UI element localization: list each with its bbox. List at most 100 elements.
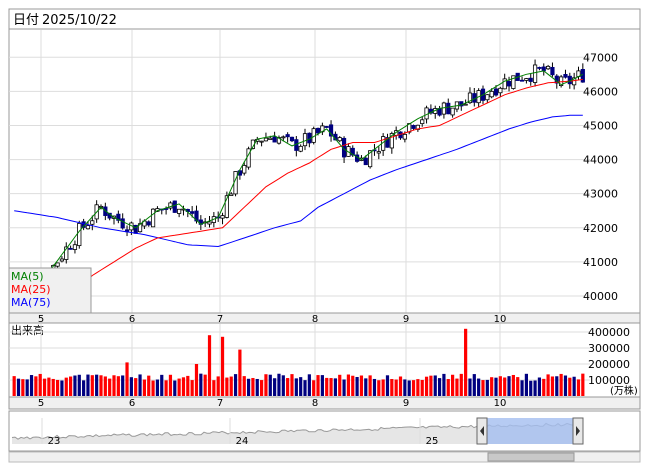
volume-bar — [424, 376, 429, 396]
volume-bar — [568, 377, 572, 396]
candle-down — [146, 221, 151, 226]
price-month-label: 10 — [494, 314, 507, 325]
volume-bar — [186, 375, 190, 396]
moving-average-lines — [13, 70, 584, 300]
candle-up — [72, 244, 78, 250]
volume-title: 出来高 — [11, 323, 44, 337]
navigator-scrollbar-track[interactable] — [8, 451, 641, 463]
volume-bar — [116, 376, 120, 396]
volume-bar — [203, 374, 207, 396]
candle-up — [337, 137, 342, 142]
candle-up — [229, 193, 234, 196]
candle-up — [498, 87, 503, 94]
volume-bar — [12, 376, 16, 396]
candle-down — [116, 213, 121, 221]
chevron-left-icon — [480, 426, 484, 436]
volume-bar — [16, 378, 21, 396]
volume-bar — [142, 379, 146, 396]
candle-up — [424, 107, 429, 120]
navigator-scrollbar-thumb[interactable] — [487, 452, 575, 462]
volume-bar — [320, 375, 324, 396]
volume-bar — [38, 373, 42, 396]
volume-bar — [550, 376, 555, 396]
candle-down — [411, 125, 416, 129]
candle-up — [177, 208, 182, 214]
volume-bar — [520, 380, 524, 396]
volume-bar — [160, 374, 164, 396]
volume-bar — [368, 375, 372, 396]
volume-bar — [82, 380, 86, 396]
candle-down — [68, 247, 73, 250]
navigator-year-label: 24 — [236, 436, 249, 447]
candle-down — [328, 124, 334, 137]
volume-bar — [307, 374, 311, 396]
volume-bar — [21, 379, 25, 396]
candle-down — [446, 102, 451, 115]
candle-down — [541, 66, 546, 72]
ma-legend-box — [8, 267, 92, 314]
candle-down — [190, 211, 195, 214]
candle-up — [441, 102, 447, 115]
chevron-right-icon — [576, 426, 580, 436]
volume-bar — [451, 374, 455, 396]
volume-axis: 100000 200000 300000 400000 — [588, 326, 630, 387]
legend-ma5: MA(5) — [11, 270, 44, 283]
volume-bar — [103, 376, 107, 396]
volume-bar — [294, 378, 298, 396]
volume-bar — [338, 374, 342, 396]
volume-month-label: 9 — [403, 398, 409, 409]
price-month-label: 6 — [129, 314, 135, 325]
candle-up — [55, 262, 60, 267]
volume-bar — [355, 376, 359, 396]
volume-month-label: 10 — [494, 398, 507, 409]
volume-bar — [398, 376, 403, 396]
volume-bar — [516, 377, 520, 396]
volume-bar — [390, 379, 394, 396]
legend-ma25: MA(25) — [11, 283, 51, 296]
navigator-area — [12, 422, 578, 444]
volume-unit: (万株) — [610, 384, 638, 397]
navigator: 23 24 25 — [11, 418, 578, 447]
candle-up — [150, 208, 156, 228]
volume-bar — [529, 380, 533, 396]
candle-down — [350, 147, 355, 156]
volume-bar — [468, 378, 472, 396]
volume-bar — [199, 373, 203, 396]
candle-down — [324, 126, 329, 128]
volume-bar — [286, 378, 290, 396]
volume-bar — [546, 374, 550, 396]
navigator-selection[interactable] — [487, 418, 573, 444]
volume-bar — [316, 375, 320, 396]
volume-bar — [325, 377, 329, 396]
volume-bar — [394, 379, 398, 396]
volume-bar — [472, 374, 476, 396]
volume-bar — [459, 373, 463, 396]
price-tick-label: 41000 — [583, 256, 618, 269]
volume-bar — [563, 375, 568, 396]
price-month-label: 9 — [403, 314, 409, 325]
candle-up — [220, 215, 225, 219]
volume-bar — [581, 373, 585, 396]
candle-up — [90, 220, 95, 225]
volume-bar — [437, 378, 442, 396]
volume-bar — [216, 376, 220, 396]
legend-ma75: MA(75) — [11, 296, 51, 309]
volume-bar — [281, 375, 285, 396]
price-month-label: 7 — [217, 314, 223, 325]
volume-bar — [233, 374, 238, 396]
volume-bar — [125, 362, 129, 396]
volume-bar — [494, 377, 498, 396]
volume-bar — [503, 377, 507, 396]
candle-down — [385, 137, 390, 148]
volume-month-label: 5 — [38, 398, 44, 409]
volume-bar — [121, 375, 125, 396]
candle-up — [302, 133, 308, 147]
candle-up — [463, 103, 468, 106]
candle-up — [276, 137, 282, 144]
candle-down — [528, 77, 533, 82]
volume-bar — [134, 378, 138, 396]
candle-up — [207, 221, 212, 225]
volume-bar — [498, 376, 502, 396]
volume-bar — [194, 364, 199, 396]
